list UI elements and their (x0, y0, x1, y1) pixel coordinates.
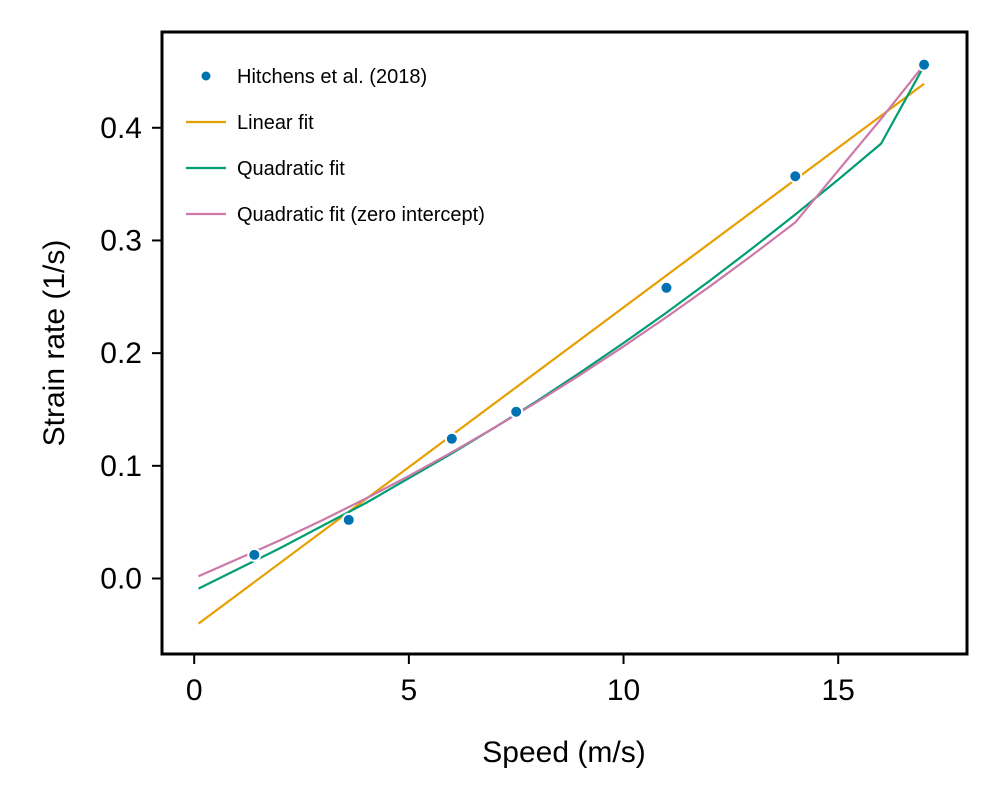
series-line (198, 65, 926, 590)
legend-label: Quadratic fit (zero intercept) (237, 204, 485, 226)
series-line (198, 64, 925, 578)
x-tick-label: 15 (822, 674, 855, 707)
legend-label: Quadratic fit (237, 158, 345, 180)
data-point (247, 547, 262, 562)
y-tick-label: 0.3 (100, 224, 142, 257)
legend-label: Hitchens et al. (2018) (237, 66, 427, 88)
data-point (341, 512, 356, 527)
y-tick-label: 0.2 (100, 337, 142, 370)
y-axis-label: Strain rate (1/s) (38, 240, 71, 447)
x-axis: 0 5 10 15 (186, 654, 855, 707)
data-point (788, 169, 803, 184)
y-tick-label: 0.0 (100, 563, 142, 596)
data-point (659, 280, 674, 295)
y-tick-label: 0.1 (100, 450, 142, 483)
data-point (444, 431, 459, 446)
y-axis: 0.0 0.1 0.2 0.3 0.4 (100, 112, 162, 596)
axes-frame (160, 30, 969, 656)
legend: Hitchens et al. (2018) Linear fit Quadrati… (186, 66, 485, 226)
data-point (509, 404, 524, 419)
x-tick-label: 10 (607, 674, 640, 707)
x-axis-label: Speed (m/s) (482, 736, 645, 769)
y-tick-label: 0.4 (100, 112, 142, 145)
x-tick-label: 5 (401, 674, 418, 707)
legend-marker (201, 71, 211, 81)
series-line (197, 82, 925, 625)
legend-label: Linear fit (237, 112, 314, 134)
data-point (917, 57, 932, 72)
x-tick-label: 0 (186, 674, 203, 707)
plot-area (197, 57, 932, 625)
